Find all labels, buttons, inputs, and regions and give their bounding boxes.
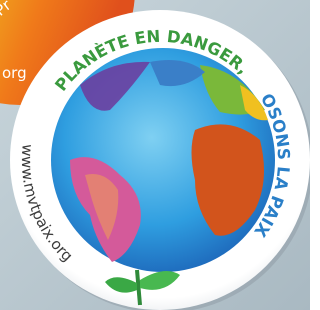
page: les Pr org PLANÈTE EN DANGER, OSONS LA P… [0,0,310,310]
background-text-2: org [2,64,27,82]
photo: les Pr org PLANÈTE EN DANGER, OSONS LA P… [0,0,310,310]
